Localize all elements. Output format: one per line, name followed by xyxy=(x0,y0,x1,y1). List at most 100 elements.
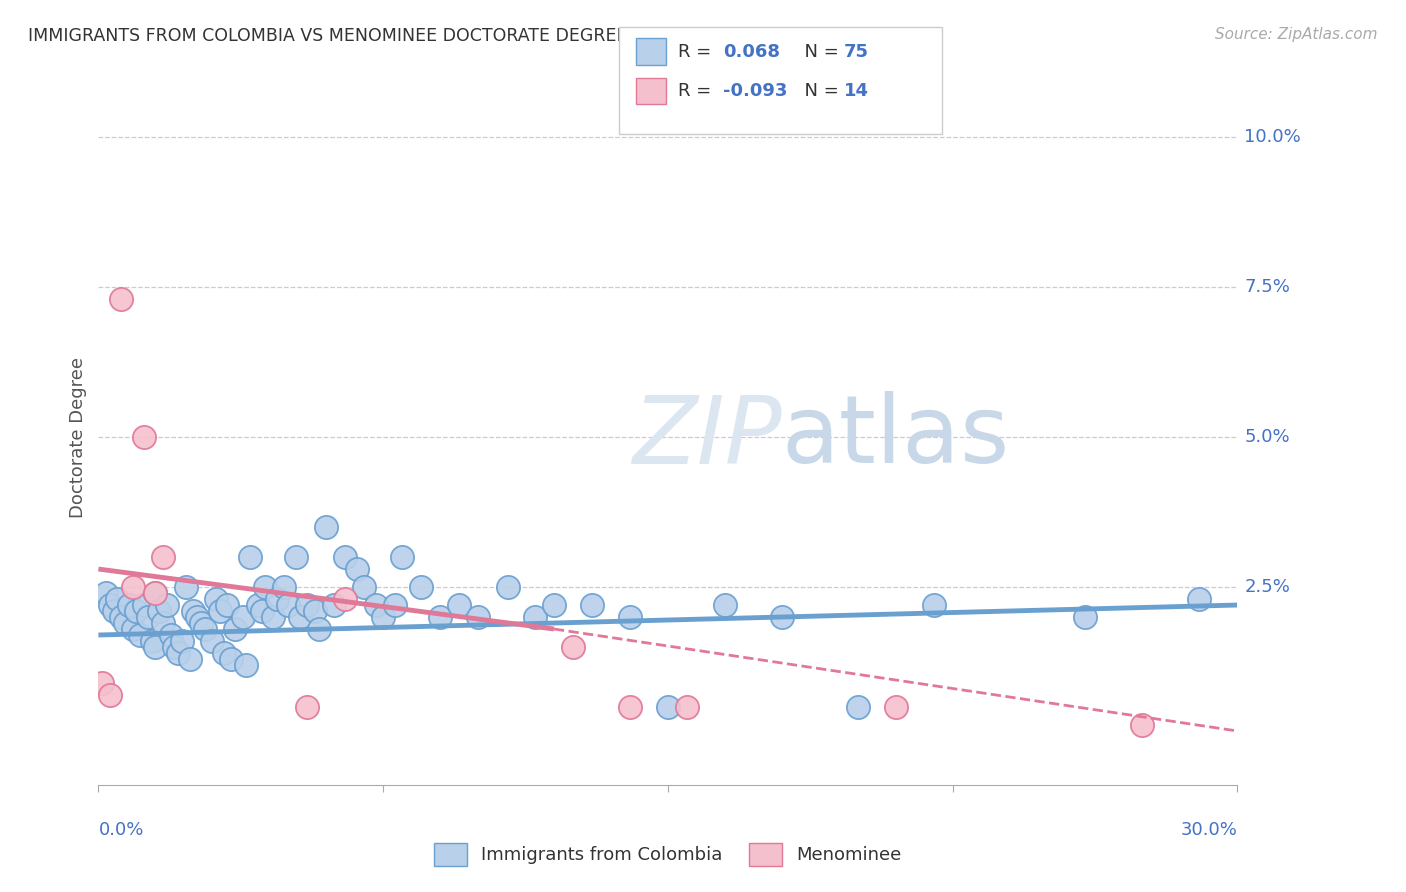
Point xyxy=(91,676,114,690)
Point xyxy=(129,628,152,642)
Point xyxy=(190,615,212,630)
Text: ZIP: ZIP xyxy=(633,392,782,483)
Point xyxy=(94,586,117,600)
Point xyxy=(581,598,603,612)
Point xyxy=(217,598,239,612)
Legend: Immigrants from Colombia, Menominee: Immigrants from Colombia, Menominee xyxy=(427,836,908,873)
Point xyxy=(297,598,319,612)
Point xyxy=(284,549,307,564)
Text: R =: R = xyxy=(678,43,717,61)
Point xyxy=(277,598,299,612)
Point xyxy=(657,700,679,714)
Point xyxy=(186,610,208,624)
Point xyxy=(304,604,326,618)
Point xyxy=(179,652,201,666)
Point xyxy=(121,580,143,594)
Point xyxy=(384,598,406,612)
Point xyxy=(1132,718,1154,732)
Point xyxy=(145,586,167,600)
Point xyxy=(498,580,520,594)
Point xyxy=(208,604,231,618)
Point xyxy=(170,634,193,648)
Point xyxy=(246,598,269,612)
Point xyxy=(212,646,235,660)
Point xyxy=(103,604,125,618)
Text: 30.0%: 30.0% xyxy=(1181,821,1237,838)
Text: 75: 75 xyxy=(844,43,869,61)
Point xyxy=(98,688,121,702)
Text: atlas: atlas xyxy=(782,391,1010,483)
Point xyxy=(98,598,121,612)
Point xyxy=(273,580,295,594)
Point xyxy=(353,580,375,594)
Point xyxy=(922,598,945,612)
Point xyxy=(297,700,319,714)
Point xyxy=(145,640,167,654)
Point xyxy=(148,604,170,618)
Point xyxy=(107,592,129,607)
Text: -0.093: -0.093 xyxy=(723,82,787,100)
Text: 14: 14 xyxy=(844,82,869,100)
Point xyxy=(391,549,413,564)
Point xyxy=(232,610,254,624)
Point xyxy=(266,592,288,607)
Point xyxy=(714,598,737,612)
Point xyxy=(174,580,197,594)
Point xyxy=(141,634,163,648)
Text: N =: N = xyxy=(793,43,845,61)
Point xyxy=(183,604,205,618)
Text: R =: R = xyxy=(678,82,717,100)
Point xyxy=(221,652,243,666)
Point xyxy=(371,610,394,624)
Text: IMMIGRANTS FROM COLOMBIA VS MENOMINEE DOCTORATE DEGREE CORRELATION CHART: IMMIGRANTS FROM COLOMBIA VS MENOMINEE DO… xyxy=(28,27,821,45)
Point xyxy=(194,622,217,636)
Point xyxy=(335,549,357,564)
Point xyxy=(619,610,641,624)
Point xyxy=(239,549,262,564)
Point xyxy=(619,700,641,714)
Point xyxy=(429,610,451,624)
Point xyxy=(201,634,224,648)
Point xyxy=(262,610,284,624)
Point xyxy=(524,610,547,624)
Point xyxy=(121,622,143,636)
Point xyxy=(163,640,186,654)
Point xyxy=(145,586,167,600)
Text: N =: N = xyxy=(793,82,845,100)
Point xyxy=(110,292,132,306)
Point xyxy=(235,658,257,673)
Point xyxy=(152,549,174,564)
Point xyxy=(114,615,136,630)
Point xyxy=(322,598,344,612)
Point xyxy=(770,610,793,624)
Text: 0.0%: 0.0% xyxy=(98,821,143,838)
Text: 7.5%: 7.5% xyxy=(1244,278,1291,296)
Y-axis label: Doctorate Degree: Doctorate Degree xyxy=(69,357,87,517)
Point xyxy=(224,622,246,636)
Point xyxy=(125,604,148,618)
Text: 5.0%: 5.0% xyxy=(1244,428,1289,446)
Point xyxy=(254,580,277,594)
Point xyxy=(132,598,155,612)
Point xyxy=(543,598,565,612)
Point xyxy=(1074,610,1097,624)
Text: 0.068: 0.068 xyxy=(723,43,780,61)
Point xyxy=(288,610,311,624)
Point xyxy=(364,598,387,612)
Point xyxy=(676,700,699,714)
Point xyxy=(884,700,907,714)
Point xyxy=(411,580,433,594)
Point xyxy=(346,562,368,576)
Point xyxy=(132,430,155,444)
Point xyxy=(308,622,330,636)
Point xyxy=(167,646,190,660)
Text: 2.5%: 2.5% xyxy=(1244,578,1291,596)
Point xyxy=(159,628,181,642)
Point xyxy=(467,610,489,624)
Text: Source: ZipAtlas.com: Source: ZipAtlas.com xyxy=(1215,27,1378,42)
Point xyxy=(449,598,471,612)
Point xyxy=(110,610,132,624)
Point xyxy=(846,700,869,714)
Point xyxy=(118,598,141,612)
Point xyxy=(335,592,357,607)
